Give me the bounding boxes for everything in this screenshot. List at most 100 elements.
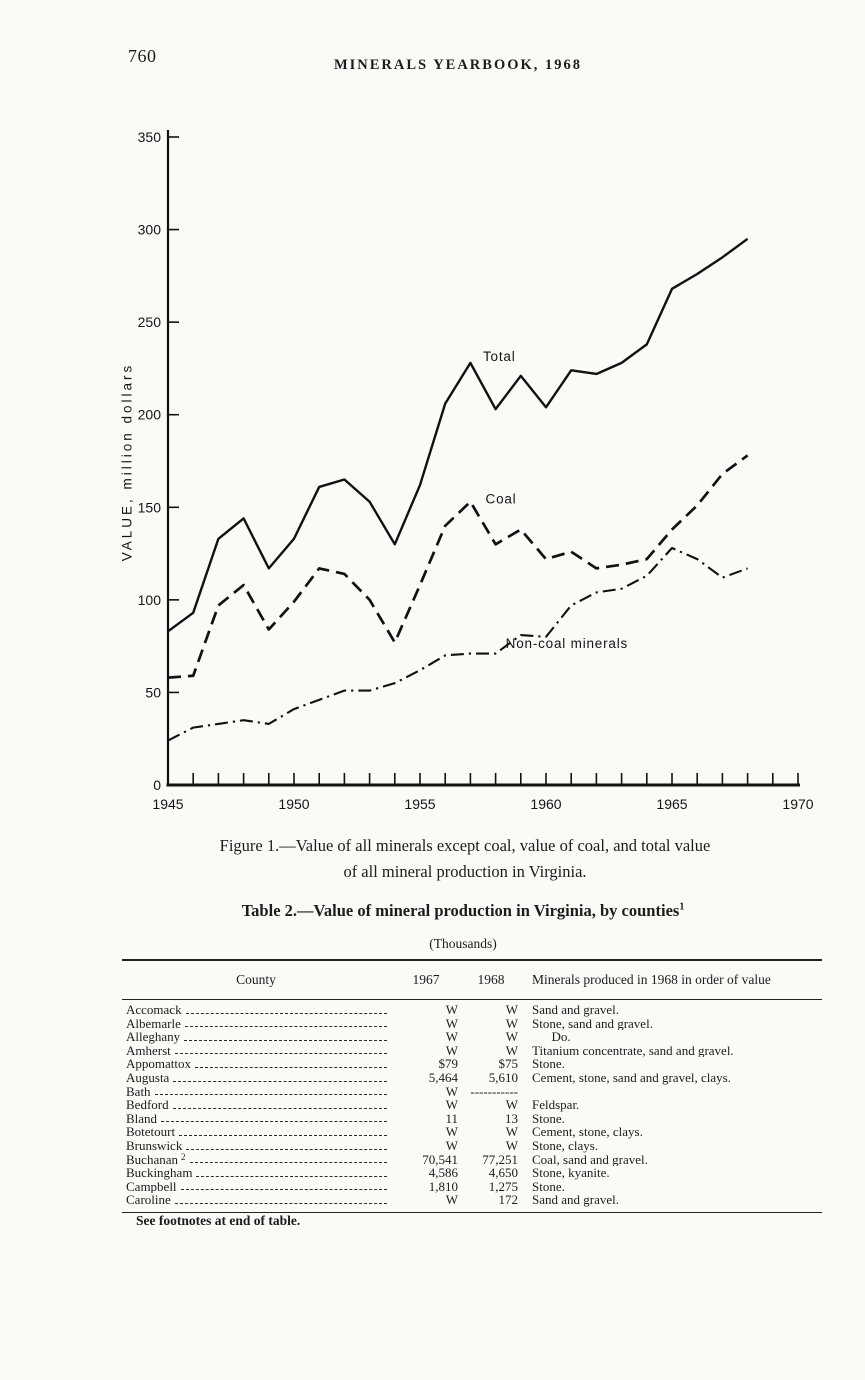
- dotted-leader: [161, 1121, 387, 1123]
- value-1968: 172: [498, 1192, 519, 1208]
- dotted-leader: [174, 1053, 387, 1055]
- table-row: Caroline W 172 Sand and gravel.: [122, 1193, 822, 1207]
- line-chart: 1945 1950 1955 1960 1965 1970 0 50 100 150 200 250 3…: [138, 129, 813, 812]
- column-header-minerals: Minerals produced in 1968 in order of va…: [532, 972, 771, 987]
- figure-caption: Figure 1.—Value of all minerals except c…: [115, 833, 815, 885]
- dotted-leader: [185, 1012, 387, 1014]
- value-1967: $79: [438, 1056, 459, 1072]
- county-cell: Buckingham: [122, 1166, 390, 1180]
- column-header-1967: 1967: [412, 972, 440, 987]
- county-name: Augusta: [126, 1070, 170, 1085]
- x-tick-label: 1965: [656, 796, 687, 812]
- curve-label: Non-coal minerals: [506, 636, 628, 651]
- y-tick-label: 350: [138, 129, 161, 145]
- county-name: Botetourt: [126, 1125, 176, 1139]
- y-tick-label: 250: [138, 314, 161, 330]
- county-cell: Bland: [122, 1112, 390, 1126]
- county-name: Buchanan: [126, 1152, 178, 1167]
- county-cell: Appomattox: [122, 1057, 390, 1071]
- county-cell: Caroline: [122, 1193, 390, 1207]
- minerals-produced: Stone.: [532, 1111, 565, 1126]
- table-row: Bland 11 13 Stone.: [122, 1112, 822, 1126]
- dotted-leader: [186, 1148, 387, 1150]
- curve-label: Total: [483, 349, 516, 364]
- dotted-leader: [174, 1202, 387, 1204]
- county-table: County 1967 1968 Minerals produced in 19…: [122, 959, 822, 1213]
- y-tick-label: 300: [138, 222, 161, 238]
- county-name: Bedford: [126, 1098, 169, 1112]
- value-1967: W: [445, 1097, 458, 1113]
- minerals-produced: Feldspar.: [532, 1098, 580, 1112]
- value-1968: W: [505, 1002, 518, 1017]
- column-header-1968: 1968: [477, 972, 505, 987]
- dotted-leader: [190, 1162, 387, 1164]
- table-title-footnote-marker: 1: [679, 901, 685, 913]
- value-1968: W: [505, 1137, 518, 1153]
- county-cell: Alleghany: [122, 1030, 390, 1044]
- county-name: Accomack: [126, 1003, 182, 1017]
- county-cell: Brunswick: [122, 1139, 390, 1153]
- series-line-coal: [167, 454, 749, 679]
- table-row: Alleghany W W Do.: [122, 1030, 822, 1044]
- value-1967: 4,586: [428, 1165, 458, 1181]
- county-cell: Accomack: [122, 1003, 390, 1017]
- y-tick-label: 150: [138, 499, 161, 515]
- minerals-produced: Stone, sand and gravel.: [532, 1016, 653, 1031]
- figure-caption-line1: Figure 1.—Value of all minerals except c…: [219, 836, 711, 855]
- table-row: Albemarle W W Stone, sand and gravel.: [122, 1015, 822, 1031]
- county-cell: Albemarle: [122, 1017, 390, 1031]
- minerals-produced: Do.: [532, 1030, 571, 1044]
- figure-caption-line2: of all mineral production in Virginia.: [343, 862, 587, 881]
- table-row: Augusta 5,464 5,610 Cement, stone, sand and…: [122, 1071, 822, 1085]
- minerals-produced: Stone.: [532, 1179, 565, 1194]
- county-cell: Botetourt: [122, 1125, 390, 1139]
- minerals-produced: Sand and gravel.: [532, 1193, 620, 1207]
- county-table-body: Accomack W W Sand and gravel. Albemarle W W Sto…: [122, 1000, 822, 1212]
- y-tick-label: 100: [138, 592, 161, 608]
- minerals-produced: Coal, sand and gravel.: [532, 1152, 648, 1167]
- y-axis-title: VALUE, million dollars: [119, 362, 135, 562]
- value-1968: $75: [498, 1056, 519, 1072]
- dotted-leader: [154, 1094, 387, 1096]
- value-1967: 70,541: [422, 1151, 458, 1167]
- minerals-produced: Titanium concentrate, sand and gravel.: [532, 1043, 734, 1058]
- value-1968: W: [505, 1015, 518, 1031]
- figure-1-chart: 1945 1950 1955 1960 1965 1970 0 50 100 150 200 250 3…: [138, 122, 813, 822]
- x-tick-label: 1945: [152, 796, 183, 812]
- value-1967: W: [445, 1029, 458, 1045]
- series-line-total: [167, 237, 749, 633]
- dotted-leader: [196, 1175, 387, 1177]
- value-1968: W: [505, 1029, 518, 1045]
- table-row: Campbell 1,810 1,275 Stone.: [122, 1180, 822, 1194]
- series-line-non-coal-minerals: [167, 546, 748, 742]
- table-row: Amherst W W Titanium concentrate, sand and …: [122, 1044, 822, 1058]
- dotted-leader: [184, 1026, 387, 1028]
- x-tick-label: 1955: [404, 796, 435, 812]
- minerals-produced: Sand and gravel.: [532, 1003, 620, 1017]
- county-cell: Campbell: [122, 1180, 390, 1194]
- x-tick-label: 1950: [278, 796, 309, 812]
- dotted-leader: [173, 1080, 387, 1082]
- county-name: Albemarle: [126, 1016, 181, 1031]
- county-name: Campbell: [126, 1179, 177, 1194]
- page-title: MINERALS YEARBOOK, 1968: [333, 57, 583, 73]
- dotted-leader: [195, 1066, 387, 1068]
- value-1967: W: [445, 1137, 458, 1153]
- value-1968: W: [505, 1042, 518, 1058]
- table-row: Appomattox $79 $75 Stone.: [122, 1057, 822, 1071]
- value-1968: 77,251: [482, 1151, 518, 1167]
- county-name: Brunswick: [126, 1138, 183, 1153]
- county-name: Buckingham: [126, 1166, 193, 1180]
- value-1968: -----------: [470, 1083, 518, 1099]
- minerals-produced: Cement, stone, sand and gravel, clays.: [532, 1070, 731, 1085]
- table-row: Botetourt W W Cement, stone, clays.: [122, 1125, 822, 1139]
- table-row: Buchanan 2 70,541 77,251 Coal, sand and grav…: [122, 1151, 822, 1167]
- table-header-row: County 1967 1968 Minerals produced in 19…: [122, 961, 822, 1000]
- minerals-produced: Cement, stone, clays.: [532, 1125, 643, 1139]
- table-footnote: See footnotes at end of table.: [136, 1213, 301, 1228]
- minerals-produced: Stone, clays.: [532, 1138, 599, 1153]
- y-tick-label: 200: [138, 407, 161, 423]
- value-1967: W: [445, 1002, 458, 1017]
- county-name: Bland: [126, 1111, 158, 1126]
